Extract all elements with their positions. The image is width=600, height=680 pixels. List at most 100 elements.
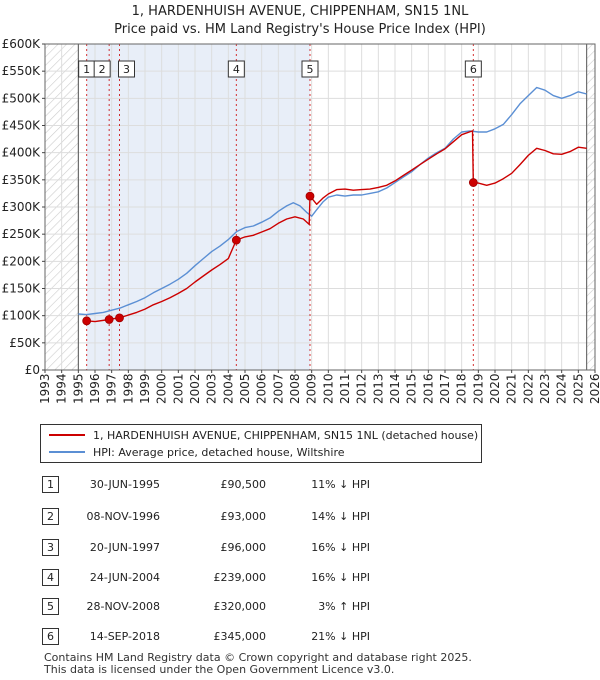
x-tick-label-2025: 2025 [571,373,585,404]
transaction-hpi-relation: 21% ↓ HPI [311,630,370,643]
transaction-price: £320,000 [213,600,267,613]
transaction-price: £345,000 [213,630,267,643]
x-tick-label-2026: 2026 [588,373,600,404]
transaction-hpi-relation: 16% ↓ HPI [311,541,370,554]
x-tick-label-2005: 2005 [238,373,252,404]
sale-box-3 [118,60,135,78]
y-tick-label-100000: £100K [2,309,42,323]
y-tick-label-300000: £300K [2,200,42,214]
y-tick-label-450000: £450K [2,119,42,133]
transaction-date: 28-NOV-2008 [86,600,160,613]
x-tick-label-2006: 2006 [255,373,269,404]
chart-legend: 1, HARDENHUISH AVENUE, CHIPPENHAM, SN15 … [40,424,482,463]
transaction-number-badge: 4 [42,569,59,586]
footer-licence: This data is licensed under the Open Gov… [44,663,395,676]
transaction-date: 14-SEP-2018 [89,630,160,643]
x-tick-label-1995: 1995 [71,373,85,404]
transaction-hpi-relation: 16% ↓ HPI [311,571,370,584]
x-tick-label-2015: 2015 [405,373,419,404]
sale-box-2 [93,60,111,78]
x-tick-label-2001: 2001 [171,373,185,404]
x-tick-label-1997: 1997 [105,373,119,404]
footer-note: Contains HM Land Registry data © Crown c… [44,652,472,676]
x-tick-label-2004: 2004 [221,373,235,404]
sale-box-label-3: 3 [123,63,130,76]
legend-label-price: 1, HARDENHUISH AVENUE, CHIPPENHAM, SN15 … [93,428,479,442]
sale-box-6 [464,60,482,78]
x-tick-label-2007: 2007 [271,373,285,404]
x-tick-label-2014: 2014 [388,373,402,404]
transaction-row: 4 24-JUN-2004 £239,000 16% ↓ HPI [0,568,600,588]
transaction-number-badge: 6 [42,628,59,645]
transaction-hpi-relation: 14% ↓ HPI [311,510,370,523]
transaction-row: 6 14-SEP-2018 £345,000 21% ↓ HPI [0,627,600,647]
y-tick-label-550000: £550K [2,64,42,78]
x-tick-label-1994: 1994 [55,373,69,404]
transaction-row: 1 30-JUN-1995 £90,500 11% ↓ HPI [0,475,600,495]
x-tick-label-2021: 2021 [505,373,519,404]
x-tick-label-2002: 2002 [188,373,202,404]
x-tick-label-1993: 1993 [38,373,52,404]
transaction-hpi-relation: 11% ↓ HPI [311,478,370,491]
x-tick-label-2023: 2023 [538,373,552,404]
transaction-hpi-relation: 3% ↑ HPI [318,600,370,613]
transaction-date: 30-JUN-1995 [89,478,160,491]
transaction-price: £96,000 [220,541,267,554]
y-tick-label-0: £0 [25,363,40,377]
x-tick-label-2003: 2003 [205,373,219,404]
sale-box-label-4: 4 [233,63,240,76]
sale-marker-1 [82,316,92,326]
y-tick-label-250000: £250K [2,227,42,241]
x-tick-label-2019: 2019 [471,373,485,404]
sale-box-label-6: 6 [470,63,477,76]
footer-copyright: Contains HM Land Registry data © Crown c… [44,651,472,664]
transaction-price: £239,000 [213,571,267,584]
x-tick-label-2008: 2008 [288,373,302,404]
y-tick-label-600000: £600K [2,37,42,51]
sale-marker-2 [104,315,114,324]
price-paid-line [86,130,587,323]
transaction-number-badge: 5 [42,598,59,615]
x-tick-label-2018: 2018 [455,373,469,404]
transaction-number-badge: 1 [42,476,59,493]
sale-marker-4 [231,235,241,245]
legend-label-hpi: HPI: Average price, detached house, Wilt… [93,445,345,459]
transaction-row: 5 28-NOV-2008 £320,000 3% ↑ HPI [0,597,600,617]
legend-swatch-price [49,434,85,436]
sale-box-5 [301,60,319,78]
x-tick-label-1998: 1998 [121,373,135,404]
y-tick-label-200000: £200K [2,254,42,268]
hpi-line [78,86,587,316]
sale-box-label-5: 5 [307,63,314,76]
legend-swatch-hpi [49,451,85,453]
transaction-date: 24-JUN-2004 [89,571,160,584]
sale-marker-5 [305,191,315,201]
x-tick-label-2022: 2022 [521,373,535,404]
x-tick-label-2024: 2024 [555,373,569,404]
x-tick-label-2017: 2017 [438,373,452,404]
y-tick-label-500000: £500K [2,91,42,105]
legend-item-price: 1, HARDENHUISH AVENUE, CHIPPENHAM, SN15 … [49,427,478,443]
sale-box-label-1: 1 [83,63,90,76]
x-tick-label-2009: 2009 [305,373,319,404]
transaction-number-badge: 3 [42,539,59,556]
transaction-price: £90,500 [220,478,267,491]
y-tick-label-50000: £50K [9,336,41,350]
y-tick-label-350000: £350K [2,173,42,187]
sale-marker-6 [468,178,478,187]
x-tick-label-2013: 2013 [371,373,385,404]
sale-box-4 [227,60,245,78]
transaction-date: 20-JUN-1997 [89,541,160,554]
sale-box-label-2: 2 [99,63,106,76]
chart-subtitle: Price paid vs. HM Land Registry's House … [114,22,486,37]
legend-item-hpi: HPI: Average price, detached house, Wilt… [49,444,345,460]
sale-marker-3 [115,313,124,323]
x-tick-label-2010: 2010 [321,373,335,404]
x-tick-label-2020: 2020 [488,373,502,404]
y-tick-label-400000: £400K [2,146,42,160]
x-tick-label-2016: 2016 [421,373,435,404]
x-tick-label-1999: 1999 [138,373,152,404]
x-tick-label-2000: 2000 [155,373,169,404]
transaction-number-badge: 2 [42,508,59,525]
